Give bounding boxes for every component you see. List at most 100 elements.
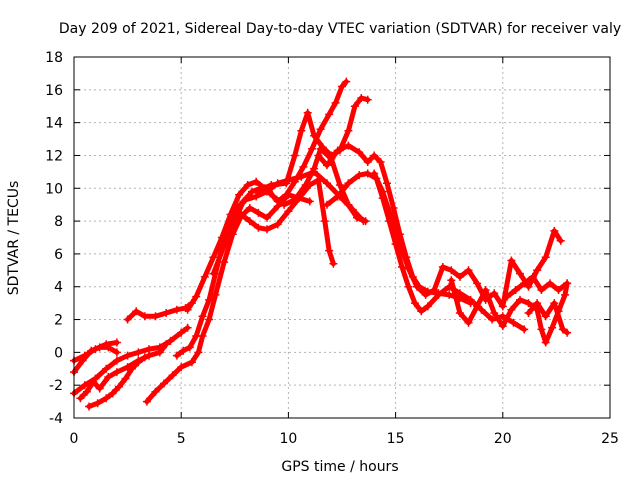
data-point	[198, 312, 207, 321]
data-point	[370, 169, 379, 178]
data-point	[323, 161, 331, 170]
data-point	[183, 305, 192, 314]
data-point	[329, 259, 338, 268]
data-point	[121, 374, 130, 383]
data-point	[455, 309, 464, 317]
y-tick-label: 18	[45, 50, 63, 66]
y-tick-label: 14	[45, 116, 63, 132]
data-point	[389, 204, 398, 212]
data-point	[316, 125, 325, 134]
data-point	[333, 146, 342, 155]
data-point	[263, 213, 271, 222]
data-point	[516, 295, 524, 304]
data-point	[548, 323, 557, 332]
data-point	[226, 210, 235, 219]
data-point	[344, 141, 353, 150]
data-point	[344, 200, 353, 209]
data-point	[115, 382, 123, 391]
axis-ticks: -4 -2 0 2 4 6 8 10 12 14 16 18 0 5 10 15 20 25	[45, 50, 619, 447]
data-point	[252, 177, 261, 186]
data-point	[205, 295, 214, 304]
series-track-2	[70, 343, 121, 377]
data-point	[520, 279, 529, 288]
data-point	[378, 187, 387, 196]
data-point	[325, 246, 334, 255]
data-point	[528, 272, 537, 281]
data-point	[490, 309, 499, 317]
data-point	[132, 307, 141, 316]
series-track-15	[370, 169, 565, 311]
data-point	[363, 158, 372, 166]
data-point	[290, 151, 299, 160]
data-point	[413, 282, 421, 291]
data-point	[123, 315, 132, 324]
data-point	[220, 241, 229, 250]
data-point	[162, 340, 171, 349]
data-point	[533, 299, 542, 308]
data-point	[511, 286, 520, 294]
data-point	[537, 325, 546, 334]
y-axis-label: SDTVAR / TECUs	[6, 181, 22, 296]
data-point	[205, 315, 214, 324]
data-point	[323, 179, 331, 188]
data-point	[355, 148, 364, 157]
data-point	[87, 346, 96, 355]
data-point	[102, 394, 111, 403]
data-point	[481, 286, 490, 294]
x-tick-label: 5	[177, 431, 186, 447]
series-line	[253, 95, 371, 195]
data-point	[395, 240, 404, 249]
data-point	[342, 77, 351, 86]
x-tick-label: 25	[601, 431, 619, 447]
data-point	[76, 394, 85, 403]
data-point	[265, 187, 274, 196]
series-track-6	[123, 299, 196, 324]
data-point	[357, 94, 366, 102]
data-point	[134, 348, 143, 357]
data-point	[488, 315, 497, 324]
grid	[74, 57, 610, 418]
data-point	[423, 302, 432, 311]
data-point	[466, 295, 475, 304]
data-point	[438, 263, 447, 271]
data-point	[282, 190, 291, 199]
data-point	[280, 200, 289, 209]
data-point	[245, 217, 254, 226]
data-point	[299, 162, 308, 171]
data-point	[217, 233, 226, 242]
data-point	[290, 177, 299, 186]
data-point	[464, 266, 473, 275]
data-point	[554, 286, 563, 294]
data-point	[123, 351, 132, 360]
data-point	[314, 151, 323, 160]
data-point	[254, 223, 263, 232]
data-point	[254, 208, 263, 217]
data-point	[331, 98, 340, 107]
data-point	[398, 263, 406, 271]
y-tick-label: 10	[45, 181, 63, 197]
data-point	[209, 269, 218, 278]
data-point	[550, 226, 559, 235]
data-point	[541, 253, 550, 262]
series-line	[86, 354, 148, 409]
data-point	[108, 389, 117, 398]
series-line	[71, 344, 120, 375]
data-point	[323, 200, 331, 209]
data-point	[284, 207, 293, 216]
data-point	[282, 179, 291, 188]
x-tick-label: 20	[494, 431, 512, 447]
data-point	[558, 325, 567, 334]
y-tick-label: 2	[54, 313, 63, 329]
data-point	[310, 131, 319, 140]
y-tick-label: 12	[45, 148, 63, 164]
data-point	[353, 213, 361, 222]
data-point	[434, 290, 443, 299]
data-point	[310, 164, 319, 173]
data-point	[151, 387, 160, 396]
data-point	[142, 397, 151, 406]
data-point	[112, 338, 121, 347]
data-point	[533, 266, 542, 275]
data-point	[338, 82, 346, 91]
data-point	[179, 346, 188, 355]
data-point	[383, 179, 391, 188]
